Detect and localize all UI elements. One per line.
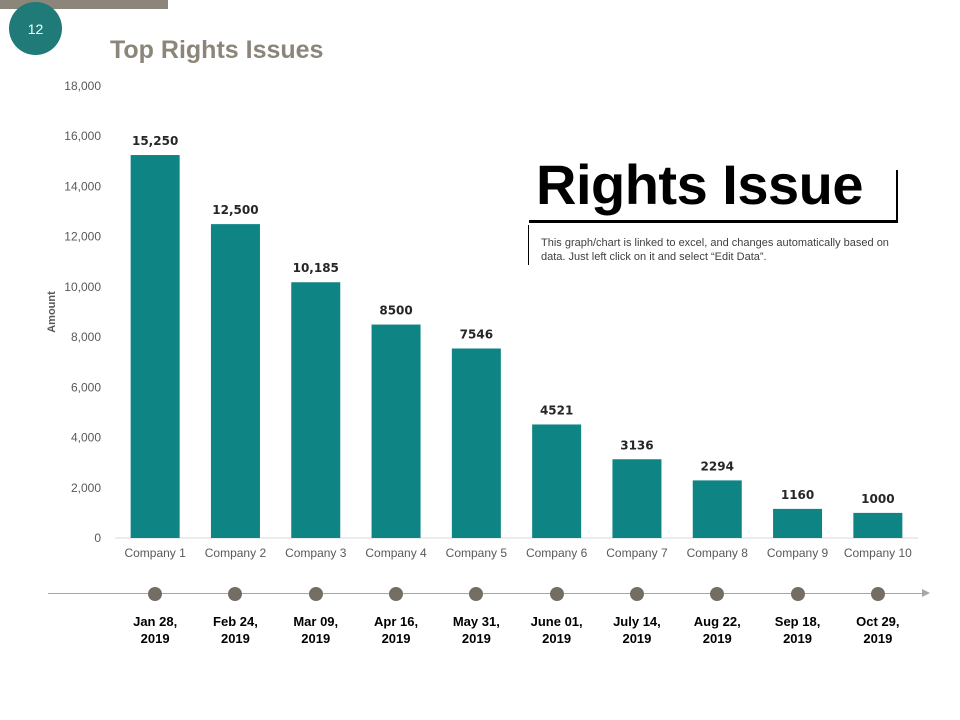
timeline-date: Jan 28, 2019 bbox=[133, 614, 178, 646]
data-label: 4521 bbox=[540, 403, 573, 417]
data-label: 8500 bbox=[379, 304, 412, 318]
timeline-dot bbox=[870, 587, 885, 601]
timeline-dot bbox=[148, 587, 163, 601]
y-tick-label: 0 bbox=[94, 531, 101, 545]
timeline-dot bbox=[710, 587, 725, 601]
category-label: Company 7 bbox=[606, 546, 668, 560]
data-label: 1000 bbox=[861, 492, 894, 506]
timeline-line bbox=[48, 593, 924, 594]
bar[interactable] bbox=[692, 480, 742, 538]
timeline-dot bbox=[389, 587, 404, 601]
timeline-date: July 14, 2019 bbox=[613, 614, 661, 646]
category-label: Company 4 bbox=[365, 546, 427, 560]
timeline-date: Oct 29, 2019 bbox=[856, 614, 900, 646]
slide-title: Top Rights Issues bbox=[110, 36, 324, 64]
y-tick-label: 6,000 bbox=[71, 380, 101, 394]
category-label: Company 1 bbox=[124, 546, 186, 560]
category-label: Company 6 bbox=[526, 546, 588, 560]
y-tick-label: 18,000 bbox=[64, 79, 101, 93]
bar[interactable] bbox=[371, 324, 421, 538]
note-text: This graph/chart is linked to excel, and… bbox=[541, 237, 889, 263]
page-number-badge: 12 bbox=[9, 2, 62, 55]
data-label: 7546 bbox=[460, 328, 493, 342]
timeline-dot bbox=[549, 587, 564, 601]
timeline-dot bbox=[629, 587, 644, 601]
y-tick-label: 16,000 bbox=[64, 129, 101, 143]
data-label: 1160 bbox=[781, 488, 814, 502]
data-label: 12,500 bbox=[212, 203, 258, 217]
y-tick-label: 10,000 bbox=[64, 280, 101, 294]
category-label: Company 10 bbox=[844, 546, 912, 560]
bar[interactable] bbox=[532, 424, 582, 538]
heading-frame-edge bbox=[896, 170, 898, 223]
bar[interactable] bbox=[130, 155, 180, 539]
y-axis-label: Amount bbox=[46, 291, 58, 333]
timeline-dot bbox=[228, 587, 243, 601]
top-accent-bar bbox=[0, 0, 168, 9]
y-tick-label: 12,000 bbox=[64, 230, 101, 244]
bar[interactable] bbox=[210, 224, 260, 538]
bar[interactable] bbox=[612, 459, 662, 538]
category-label: Company 8 bbox=[687, 546, 749, 560]
timeline-date: Sep 18, 2019 bbox=[774, 614, 821, 646]
timeline-dot bbox=[469, 587, 484, 601]
data-label: 2294 bbox=[701, 459, 734, 473]
data-label: 3136 bbox=[620, 438, 653, 452]
note-box: This graph/chart is linked to excel, and… bbox=[528, 225, 914, 265]
timeline-date: Aug 22, 2019 bbox=[693, 614, 741, 646]
y-tick-label: 14,000 bbox=[64, 179, 101, 193]
category-label: Company 5 bbox=[446, 546, 508, 560]
y-tick-label: 8,000 bbox=[71, 330, 101, 344]
data-label: 15,250 bbox=[132, 134, 178, 148]
category-label: Company 9 bbox=[767, 546, 829, 560]
rights-issue-heading: Rights Issue bbox=[536, 153, 863, 216]
timeline-dot bbox=[790, 587, 805, 601]
timeline-date: Apr 16, 2019 bbox=[374, 614, 419, 646]
timeline-date: June 01, 2019 bbox=[530, 614, 583, 646]
y-tick-label: 2,000 bbox=[71, 481, 101, 495]
bar[interactable] bbox=[291, 282, 341, 538]
category-label: Company 2 bbox=[205, 546, 267, 560]
category-label: Company 3 bbox=[285, 546, 347, 560]
timeline-dot bbox=[308, 587, 323, 601]
heading-underline bbox=[529, 220, 898, 223]
data-label: 10,185 bbox=[293, 261, 339, 275]
timeline-date: Mar 09, 2019 bbox=[293, 614, 339, 646]
timeline-date: May 31, 2019 bbox=[452, 614, 500, 646]
bar[interactable] bbox=[451, 348, 501, 538]
y-tick-label: 4,000 bbox=[71, 431, 101, 445]
timeline-date: Feb 24, 2019 bbox=[213, 614, 258, 646]
timeline-arrow-icon bbox=[922, 589, 930, 597]
bar[interactable] bbox=[853, 512, 903, 538]
bar[interactable] bbox=[773, 508, 823, 538]
